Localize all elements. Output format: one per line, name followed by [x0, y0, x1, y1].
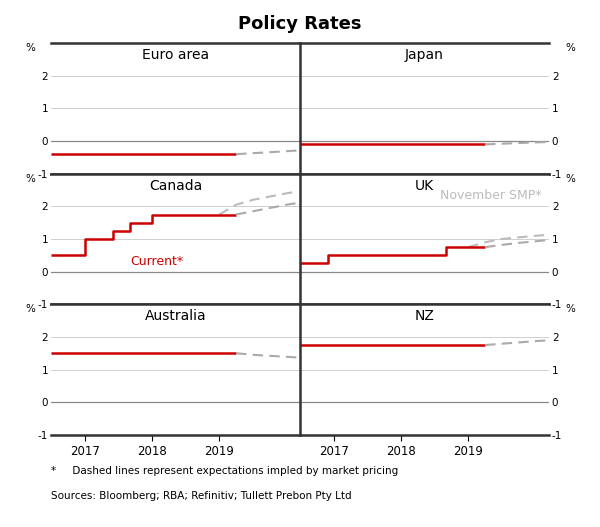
Text: *     Dashed lines represent expectations impled by market pricing: * Dashed lines represent expectations im…: [51, 466, 398, 476]
Text: Current*: Current*: [131, 255, 184, 268]
Text: Sources: Bloomberg; RBA; Refinitiv; Tullett Prebon Pty Ltd: Sources: Bloomberg; RBA; Refinitiv; Tull…: [51, 491, 352, 501]
Text: UK: UK: [415, 179, 434, 193]
Text: %: %: [565, 174, 575, 184]
Text: %: %: [25, 304, 35, 314]
Text: %: %: [565, 43, 575, 53]
Text: Japan: Japan: [405, 48, 444, 62]
Text: Australia: Australia: [145, 309, 206, 324]
Text: Euro area: Euro area: [142, 48, 209, 62]
Text: NZ: NZ: [415, 309, 434, 324]
Text: Policy Rates: Policy Rates: [238, 15, 362, 33]
Text: %: %: [565, 304, 575, 314]
Text: %: %: [25, 174, 35, 184]
Text: Canada: Canada: [149, 179, 202, 193]
Text: %: %: [25, 43, 35, 53]
Text: November SMP*: November SMP*: [440, 189, 542, 202]
